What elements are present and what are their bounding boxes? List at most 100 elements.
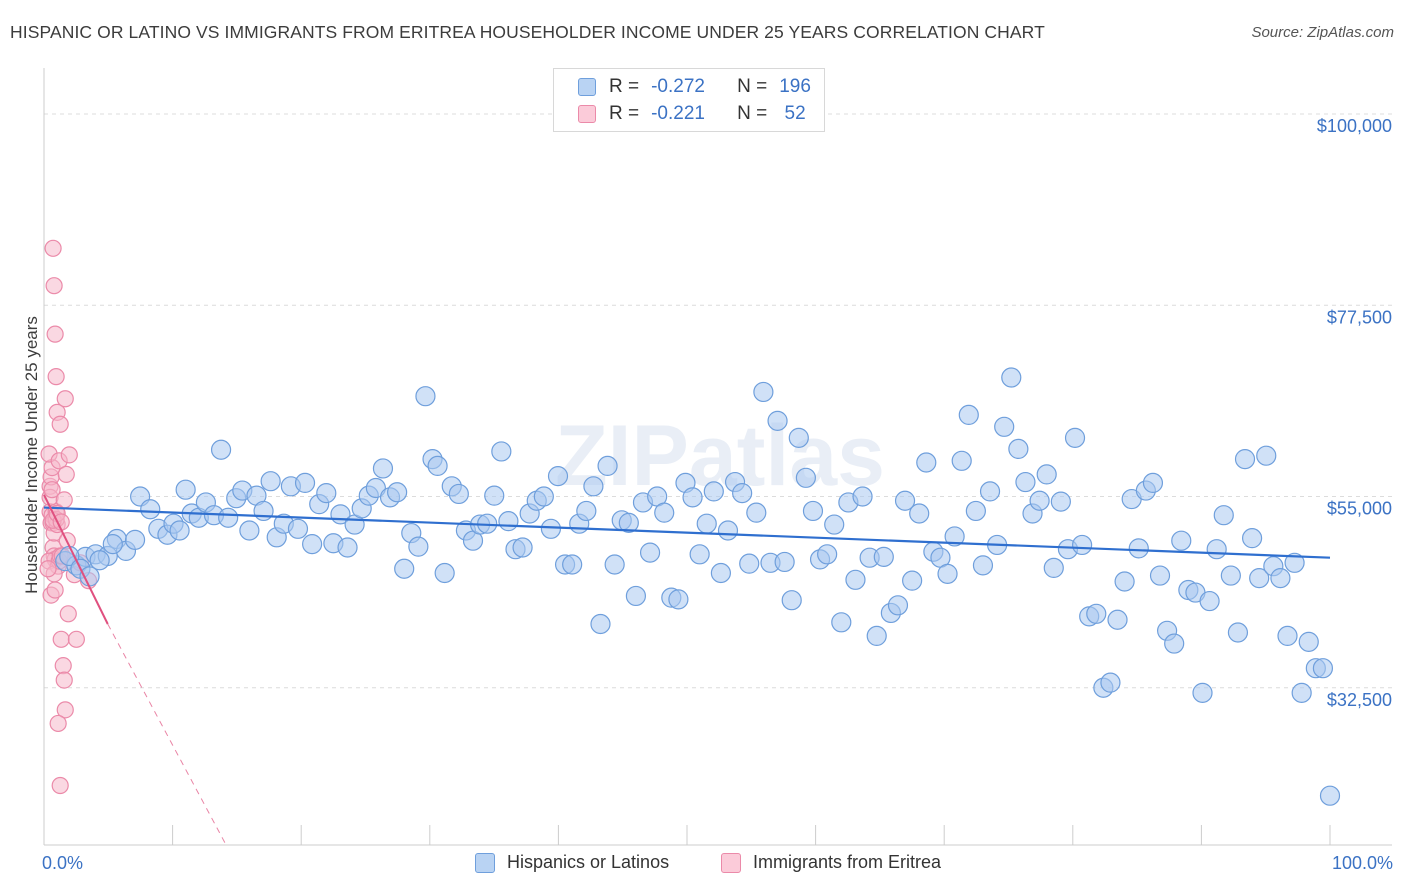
- hispanic-point: [965, 500, 986, 522]
- hispanic-point: [1206, 539, 1227, 560]
- hispanic-point: [717, 520, 739, 541]
- source-credit: Source: ZipAtlas.com: [1251, 24, 1394, 41]
- legend-label-hispanic: Hispanics or Latinos: [507, 852, 670, 872]
- hispanic-point: [253, 500, 274, 522]
- eritrea-point: [49, 714, 67, 733]
- y-tick-label: $55,000: [1327, 499, 1392, 519]
- hispanic-point: [1008, 438, 1029, 459]
- hispanic-point: [1291, 682, 1312, 703]
- hispanic-point: [994, 416, 1015, 437]
- hispanic-point: [547, 466, 569, 487]
- hispanic-point: [781, 590, 802, 611]
- hispanic-point: [175, 479, 196, 500]
- eritrea-point: [56, 701, 74, 719]
- hispanic-point: [845, 569, 866, 590]
- hispanic-point: [491, 441, 512, 462]
- eritrea-point: [51, 415, 69, 433]
- hispanic-point: [1001, 367, 1022, 388]
- hispanic-trend-line: [43, 506, 1331, 559]
- eritrea-trend-line: [43, 494, 109, 625]
- hispanic-point: [958, 404, 979, 425]
- legend-item-eritrea[interactable]: Immigrants from Eritrea: [721, 852, 941, 873]
- hispanic-point: [1149, 565, 1171, 586]
- hispanic-point: [625, 585, 647, 607]
- hispanic-point: [1100, 672, 1121, 693]
- hispanic-point: [979, 481, 1001, 502]
- legend-swatch-blue: [578, 78, 596, 96]
- hispanic-point: [732, 483, 753, 504]
- hispanic-point: [1249, 567, 1270, 589]
- eritrea-point: [46, 581, 64, 599]
- hispanic-point: [1199, 590, 1220, 612]
- n-value-eritrea: 52: [779, 103, 806, 124]
- n-value-hispanic: 196: [779, 76, 811, 97]
- hispanic-point: [944, 526, 965, 547]
- hispanic-point: [1298, 631, 1319, 652]
- hispanic-point: [1164, 633, 1185, 654]
- hispanic-point: [654, 502, 675, 523]
- hispanic-point: [909, 503, 930, 524]
- r-value-hispanic: -0.272: [651, 76, 705, 97]
- hispanic-point: [540, 518, 562, 539]
- eritrea-point: [43, 481, 61, 499]
- hispanic-point: [1107, 609, 1128, 630]
- hispanic-point: [448, 483, 469, 505]
- hispanic-point: [512, 537, 533, 558]
- hispanic-point: [668, 589, 689, 610]
- hispanic-point: [337, 537, 358, 558]
- eritrea-point: [39, 560, 57, 578]
- hispanic-point: [1270, 567, 1291, 589]
- hispanic-point: [916, 452, 937, 473]
- y-tick-label: $77,500: [1327, 307, 1392, 327]
- r-value-eritrea: -0.221: [651, 103, 705, 124]
- stats-legend-row-eritrea: R = -0.221 N = 52: [578, 101, 806, 127]
- hispanic-point: [533, 486, 554, 507]
- hispanic-point: [590, 613, 611, 635]
- r-label: R =: [609, 103, 640, 124]
- x-tick-max: 100.0%: [1331, 853, 1393, 873]
- hispanic-point: [372, 458, 394, 479]
- hispanic-point: [618, 512, 639, 533]
- hispanic-point: [89, 550, 110, 571]
- hispanic-point: [739, 553, 760, 574]
- hispanic-point: [1050, 491, 1071, 512]
- series-legend: Hispanics or Latinos Immigrants from Eri…: [0, 852, 1406, 878]
- eritrea-point: [57, 465, 75, 483]
- stats-legend-row-hispanic: R = -0.272 N = 196: [578, 74, 811, 100]
- hispanic-point: [484, 485, 505, 506]
- hispanic-point: [817, 544, 838, 565]
- eritrea-point: [46, 325, 64, 343]
- hispanic-point: [639, 542, 661, 563]
- legend-label-eritrea: Immigrants from Eritrea: [753, 852, 942, 872]
- r-label: R =: [609, 76, 640, 97]
- hispanic-point: [583, 476, 604, 497]
- hispanic-point: [887, 595, 909, 616]
- hispanic-point: [972, 555, 994, 576]
- eritrea-point: [54, 657, 72, 675]
- hispanic-point: [562, 554, 583, 575]
- hispanic-point: [774, 551, 795, 573]
- eritrea-point: [56, 390, 74, 408]
- hispanic-point: [1072, 534, 1093, 556]
- hispanic-point: [169, 520, 190, 541]
- hispanic-point: [387, 482, 408, 503]
- y-tick-label: $100,000: [1317, 116, 1392, 136]
- hispanic-point: [802, 500, 824, 522]
- trend-lines: [43, 494, 1331, 846]
- hispanic-point: [434, 562, 455, 584]
- x-tick-min: 0.0%: [42, 853, 84, 873]
- hispanic-point: [1064, 427, 1086, 448]
- hispanic-point: [746, 502, 767, 523]
- hispanic-point: [1312, 658, 1334, 679]
- legend-item-hispanic[interactable]: Hispanics or Latinos: [475, 852, 669, 873]
- eritrea-trend-extension: [107, 623, 227, 846]
- hispanic-point: [902, 570, 923, 591]
- hispanic-point: [140, 499, 161, 520]
- hispanic-point: [498, 511, 519, 532]
- hispanic-point: [1319, 785, 1341, 806]
- eritrea-point: [60, 446, 78, 464]
- eritrea-points: [39, 239, 98, 795]
- hispanic-point: [1128, 538, 1149, 559]
- hispanic-point: [753, 381, 774, 403]
- eritrea-point: [59, 605, 77, 623]
